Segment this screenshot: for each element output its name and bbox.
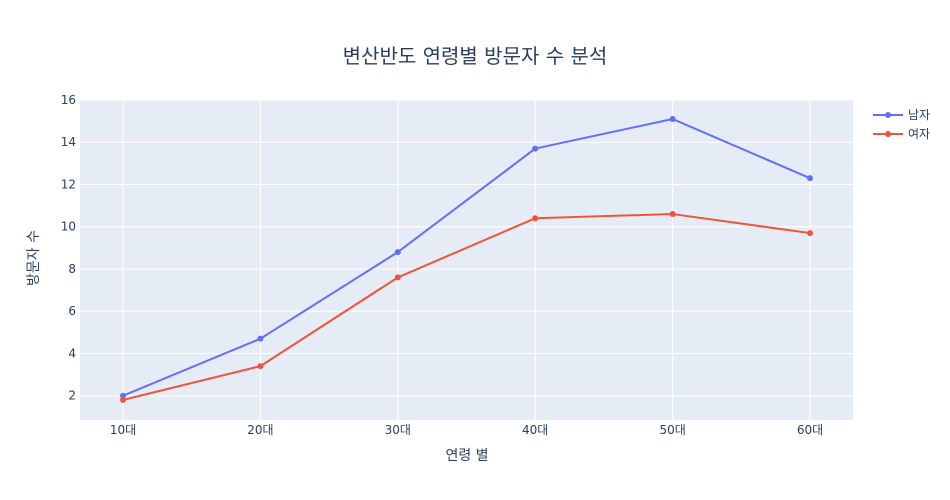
legend-item[interactable]: 여자	[873, 127, 930, 141]
legend-swatch-marker	[885, 131, 891, 137]
series-line	[122, 118, 811, 397]
data-point	[807, 230, 813, 237]
y-tick-label: 2	[68, 389, 76, 403]
data-point	[669, 116, 676, 123]
data-point	[532, 215, 539, 222]
legend-item[interactable]: 남자	[873, 108, 930, 122]
y-axis-title: 방문자 수	[26, 230, 42, 286]
gridlines	[80, 99, 853, 420]
y-tick-label: 16	[61, 93, 76, 107]
y-tick-label: 12	[61, 177, 76, 191]
x-axis-title: 연령 별	[445, 448, 488, 464]
y-tick-label: 14	[61, 135, 76, 149]
x-tick-label: 60대	[797, 423, 823, 437]
x-tick-label: 40대	[522, 423, 548, 437]
series-layer	[120, 116, 813, 403]
legend-label: 여자	[908, 127, 930, 141]
data-point	[394, 274, 401, 281]
legend-swatch-marker	[885, 112, 891, 118]
data-point	[257, 363, 264, 370]
data-point	[394, 249, 401, 256]
data-point	[257, 335, 264, 342]
x-tick-label: 20대	[247, 423, 273, 437]
series-2	[120, 211, 813, 403]
legend-label: 남자	[908, 108, 930, 122]
y-tick-label: 4	[68, 346, 76, 360]
y-axis-ticks: 2 4 6 8 10 12 14 16	[61, 93, 76, 403]
y-tick-label: 10	[61, 220, 76, 234]
x-tick-label: 10대	[110, 423, 136, 437]
data-point	[532, 145, 539, 152]
chart-title: 변산반도 연령별 방문자 수 분석	[343, 44, 608, 68]
series-1	[120, 116, 813, 399]
data-point	[120, 392, 126, 399]
plot-area	[80, 100, 853, 420]
series-line	[122, 213, 811, 401]
data-point	[669, 211, 676, 218]
x-tick-label: 30대	[385, 423, 411, 437]
y-tick-label: 8	[68, 262, 76, 276]
data-point	[807, 175, 813, 182]
data-point	[120, 396, 126, 403]
x-tick-label: 50대	[659, 423, 685, 437]
y-tick-label: 6	[68, 304, 76, 318]
x-axis-ticks: 10대 20대 30대 40대 50대 60대	[110, 423, 823, 437]
